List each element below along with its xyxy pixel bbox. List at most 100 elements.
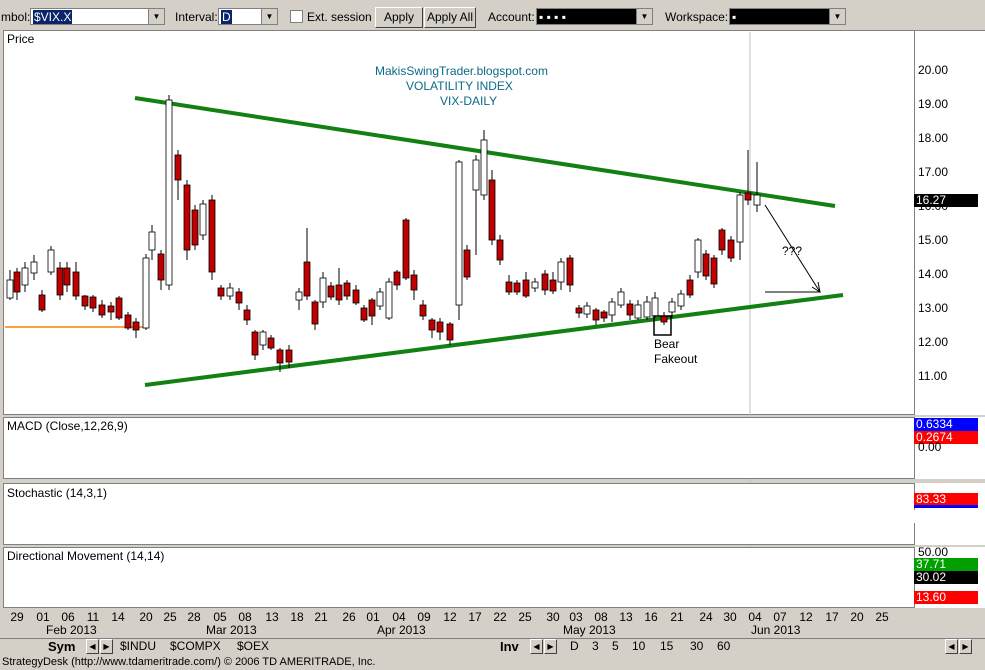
tab-scroll-right-icon[interactable]: ▶: [100, 639, 113, 654]
x-month-label: Mar 2013: [206, 623, 257, 637]
account-label: Account:: [488, 10, 535, 24]
candle-body: [56, 267, 64, 296]
x-day-label: 08: [238, 610, 252, 624]
tab-interval[interactable]: 10: [632, 639, 646, 653]
dm-minus-value: 13.60: [914, 591, 978, 604]
ext-session-checkbox[interactable]: [290, 10, 303, 23]
workspace-combo[interactable]: ▪ ▼: [729, 8, 846, 25]
candle-body: [115, 297, 123, 319]
candle-body: [600, 311, 608, 319]
candle-body: [531, 281, 539, 289]
inv-scroll-right-icon[interactable]: ▶: [544, 639, 557, 654]
candle-body: [81, 295, 89, 307]
chevron-down-icon[interactable]: ▼: [829, 9, 845, 24]
tab-scroll-left-icon[interactable]: ◀: [86, 639, 99, 654]
candle-body: [30, 261, 38, 274]
candle-body: [47, 249, 55, 273]
stochastic-title: Stochastic (14,3,1): [7, 486, 108, 500]
candle-body: [710, 257, 718, 285]
symbol-combo[interactable]: $VIX.X ▼: [30, 8, 165, 25]
dm-panel[interactable]: [3, 547, 915, 608]
candle-body: [393, 271, 401, 286]
account-combo[interactable]: ▪ ▪ ▪ ▪ ▼: [536, 8, 653, 25]
x-day-label: 16: [644, 610, 658, 624]
tab-interval[interactable]: 5: [612, 639, 619, 653]
candle-body: [410, 274, 418, 291]
x-day-label: 20: [139, 610, 153, 624]
candle-body: [89, 296, 97, 309]
macd-panel[interactable]: [3, 417, 915, 479]
candle-body: [702, 253, 710, 277]
scroll-left-icon[interactable]: ◀: [945, 639, 958, 654]
dm-tick-50: 50.00: [918, 545, 949, 559]
inv-scroll-left-icon[interactable]: ◀: [530, 639, 543, 654]
symbol-value: $VIX.X: [33, 10, 73, 24]
candle-body: [626, 303, 634, 316]
candle-body: [235, 291, 243, 304]
x-day-label: 12: [443, 610, 457, 624]
arrow-line-1: [764, 204, 821, 293]
bear-fakeout-box: [653, 315, 672, 336]
candle-body: [267, 337, 275, 349]
candle-body: [617, 291, 625, 306]
apply-all-button[interactable]: Apply All: [424, 7, 476, 28]
x-day-label: 03: [569, 610, 583, 624]
dm-title: Directional Movement (14,14): [7, 549, 165, 563]
candle-body: [419, 304, 427, 317]
candle-body: [174, 154, 182, 181]
tab-interval[interactable]: D: [570, 639, 579, 653]
candle-body: [472, 159, 480, 191]
candle-body: [72, 271, 80, 297]
signal-value: 0.2674: [914, 431, 978, 444]
candle-body: [480, 139, 488, 196]
x-day-label: 22: [493, 610, 507, 624]
x-day-label: 09: [417, 610, 431, 624]
candle-body: [463, 249, 471, 278]
tab-interval[interactable]: 15: [660, 639, 674, 653]
x-day-label: 07: [773, 610, 787, 624]
candle-body: [677, 293, 685, 307]
candle-body: [63, 267, 71, 286]
tab-interval[interactable]: 30: [690, 639, 704, 653]
x-day-label: 01: [36, 610, 50, 624]
candle-body: [98, 304, 106, 316]
chevron-down-icon[interactable]: ▼: [636, 9, 652, 24]
candle-body: [199, 203, 207, 236]
apply-button[interactable]: Apply: [375, 7, 423, 28]
tab-compx[interactable]: $COMPX: [170, 639, 221, 653]
chevron-down-icon[interactable]: ▼: [148, 9, 164, 24]
candle-body: [428, 319, 436, 331]
stochastic-k-value: 83.33: [914, 493, 978, 508]
chevron-down-icon[interactable]: ▼: [261, 9, 277, 24]
candle-body: [226, 287, 234, 297]
candle-body: [668, 301, 676, 313]
candle-body: [13, 271, 21, 293]
tab-indu[interactable]: $INDU: [120, 639, 157, 653]
candle-body: [285, 349, 293, 363]
stochastic-d-value: 81.82: [914, 510, 978, 523]
tab-oex[interactable]: $OEX: [237, 639, 270, 653]
scroll-right-icon[interactable]: ▶: [959, 639, 972, 654]
tab-inv[interactable]: Inv: [500, 639, 519, 654]
tab-interval[interactable]: 60: [717, 639, 731, 653]
candle-body: [259, 331, 267, 346]
candle-body: [566, 257, 574, 286]
candle-body: [132, 321, 140, 331]
price-tick: 19.00: [918, 97, 949, 111]
price-tick: 15.00: [918, 233, 949, 247]
interval-combo[interactable]: D ▼: [218, 8, 278, 25]
x-day-label: 21: [670, 610, 684, 624]
candle-body: [295, 291, 303, 301]
x-day-label: 25: [163, 610, 177, 624]
candle-body: [744, 192, 752, 201]
candle-body: [694, 239, 702, 273]
x-day-label: 30: [546, 610, 560, 624]
tab-interval[interactable]: 3: [592, 639, 599, 653]
tab-sym[interactable]: Sym: [48, 639, 76, 654]
x-day-label: 08: [594, 610, 608, 624]
candle-body: [505, 281, 513, 293]
stochastic-panel[interactable]: [3, 483, 915, 545]
x-day-label: 17: [468, 610, 482, 624]
candle-body: [311, 301, 319, 325]
candle-body: [251, 331, 259, 356]
